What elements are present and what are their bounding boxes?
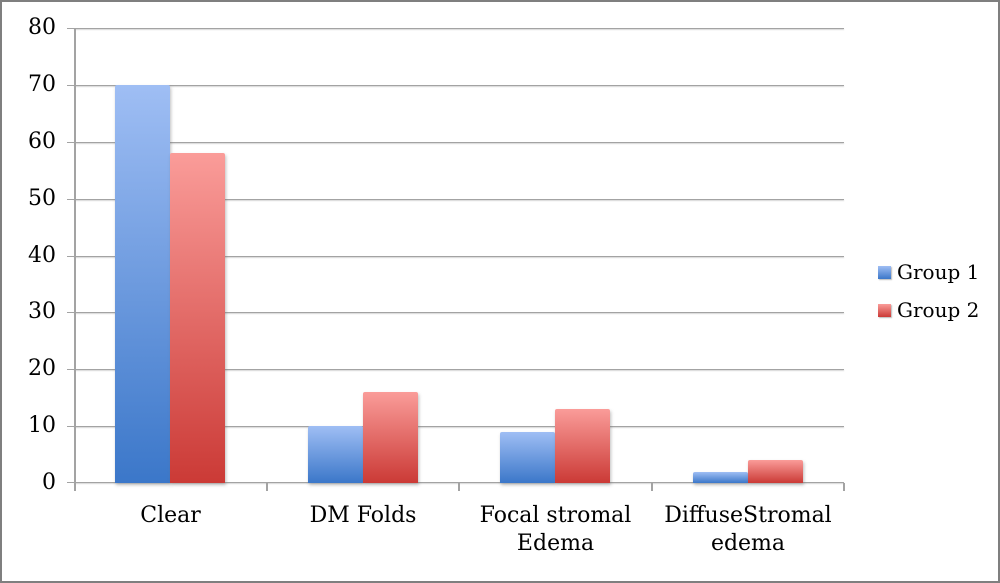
legend-label-group-1: Group 1 <box>897 260 980 284</box>
legend-item-group-1: Group 1 <box>878 259 979 285</box>
y-tick-10 <box>67 426 74 428</box>
y-axis-line <box>74 28 76 491</box>
x-tick-3 <box>650 483 653 491</box>
bar-group-1-2 <box>500 431 556 483</box>
y-axis-label-80: 80 <box>28 15 56 40</box>
y-axis-label-60: 60 <box>28 128 56 154</box>
bar-group-1-0 <box>115 84 171 483</box>
gridline-80 <box>74 28 844 29</box>
bar-group-2-2 <box>555 409 611 483</box>
plot-area <box>67 28 845 491</box>
bar-group-2-1 <box>362 392 418 483</box>
bar-group-1-3 <box>692 471 748 483</box>
gridline-20 <box>74 369 844 371</box>
legend: Group 1 Group 2 <box>878 259 979 335</box>
bar-group-2-3 <box>747 460 803 483</box>
y-axis-label-70: 70 <box>28 71 56 97</box>
y-axis-label-30: 30 <box>28 299 56 325</box>
gridline-50 <box>74 198 844 200</box>
y-axis-label-40: 40 <box>28 242 56 268</box>
x-axis-label-0: Clear <box>140 503 201 528</box>
gridline-60 <box>74 141 844 143</box>
gridline-30 <box>74 312 844 314</box>
x-axis-label-2: Focal stromal Edema <box>479 503 632 556</box>
y-tick-80 <box>67 28 74 29</box>
gridline-10 <box>74 426 844 428</box>
gridline-40 <box>74 255 844 257</box>
legend-label-group-2: Group 2 <box>897 298 980 322</box>
x-tick-2 <box>458 483 460 491</box>
y-tick-50 <box>67 198 74 200</box>
y-tick-70 <box>67 84 74 86</box>
legend-swatch-group-1-icon <box>878 265 891 279</box>
y-tick-60 <box>67 141 74 143</box>
legend-item-group-2: Group 2 <box>878 297 979 323</box>
x-tick-1 <box>265 483 268 491</box>
y-tick-30 <box>67 312 74 314</box>
y-tick-0 <box>67 482 74 483</box>
y-tick-40 <box>67 255 74 257</box>
y-axis-label-10: 10 <box>28 413 56 439</box>
gridline-70 <box>74 84 844 86</box>
bar-group-1-1 <box>307 426 363 483</box>
y-axis-label-50: 50 <box>28 185 56 211</box>
x-axis-label-1: DM Folds <box>309 503 417 528</box>
bar-group-2-0 <box>170 153 226 483</box>
legend-swatch-group-2-icon <box>878 303 891 317</box>
x-axis-label-3: DiffuseStromal edema <box>664 503 832 556</box>
y-tick-20 <box>67 369 74 371</box>
y-axis-label-0: 0 <box>42 470 56 495</box>
x-tick-4 <box>843 483 845 491</box>
x-axis-line <box>74 482 844 483</box>
y-axis-label-20: 20 <box>28 356 56 382</box>
